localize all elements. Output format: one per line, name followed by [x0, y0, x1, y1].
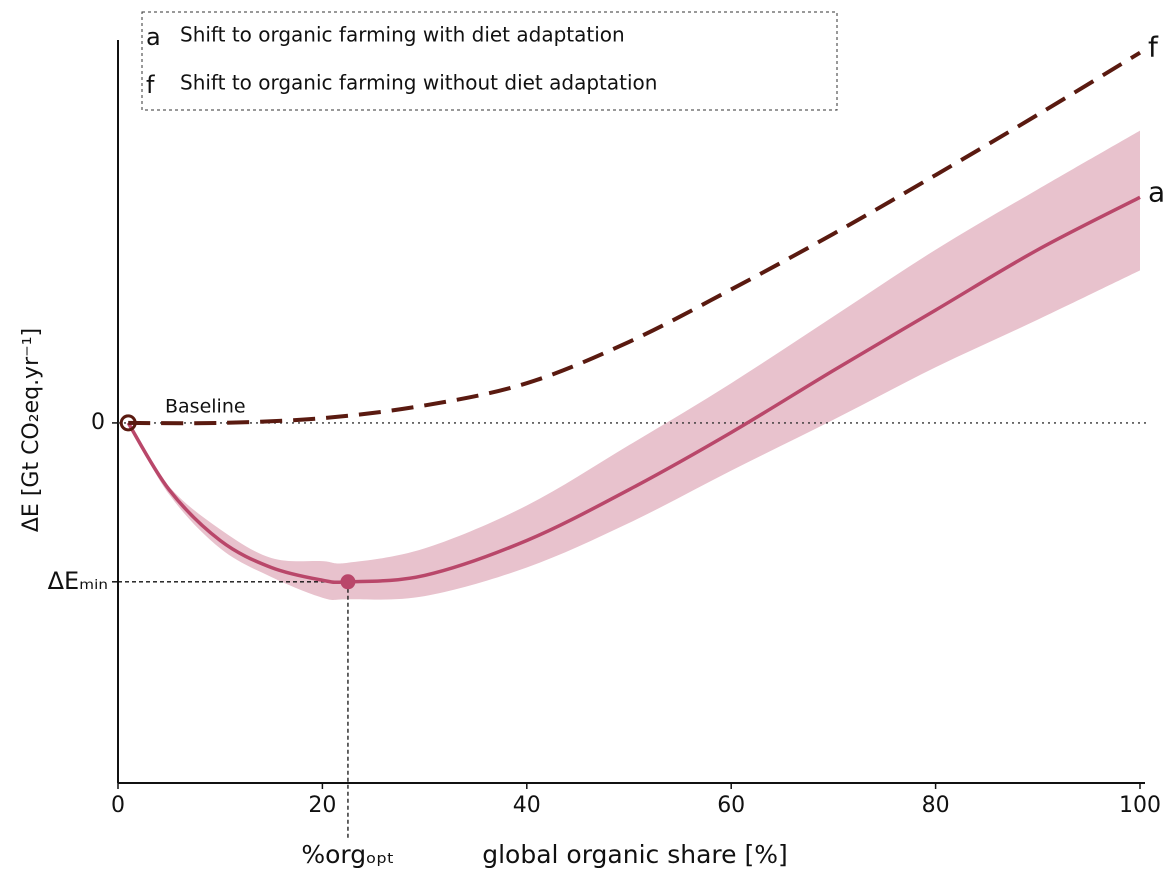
x-tick-label: 60 — [717, 793, 745, 818]
series-end-label: f — [1148, 31, 1159, 64]
series-line — [126, 195, 1141, 585]
legend-label: Shift to organic farming with diet adapt… — [180, 23, 625, 47]
series-line — [128, 51, 1142, 426]
x-tick-label: 20 — [308, 793, 336, 818]
y-tick-label: ΔEₘᵢₙ — [48, 567, 108, 595]
x-tick-label: 100 — [1119, 793, 1161, 818]
legend-key: a — [146, 23, 161, 51]
point — [340, 574, 356, 590]
baseline-label: Baseline — [165, 395, 246, 417]
x-axis-label: global organic share [%] — [482, 840, 788, 869]
legend-box — [141, 11, 838, 111]
x-tick-label: 0 — [111, 793, 125, 818]
x-tick-label: 40 — [513, 793, 541, 818]
legend-label: Shift to organic farming without diet ad… — [180, 71, 657, 95]
x-tick-label: 80 — [922, 793, 950, 818]
series-end-label: a — [1148, 175, 1165, 208]
y-axis-label: ΔE [Gt CO₂eq.yr⁻¹] — [19, 328, 44, 532]
point — [119, 414, 137, 432]
legend-key: f — [146, 71, 155, 99]
optimum-label: %orgₒₚₜ — [301, 840, 394, 869]
y-tick-label: 0 — [91, 410, 105, 435]
uncertainty-band — [128, 130, 1141, 600]
